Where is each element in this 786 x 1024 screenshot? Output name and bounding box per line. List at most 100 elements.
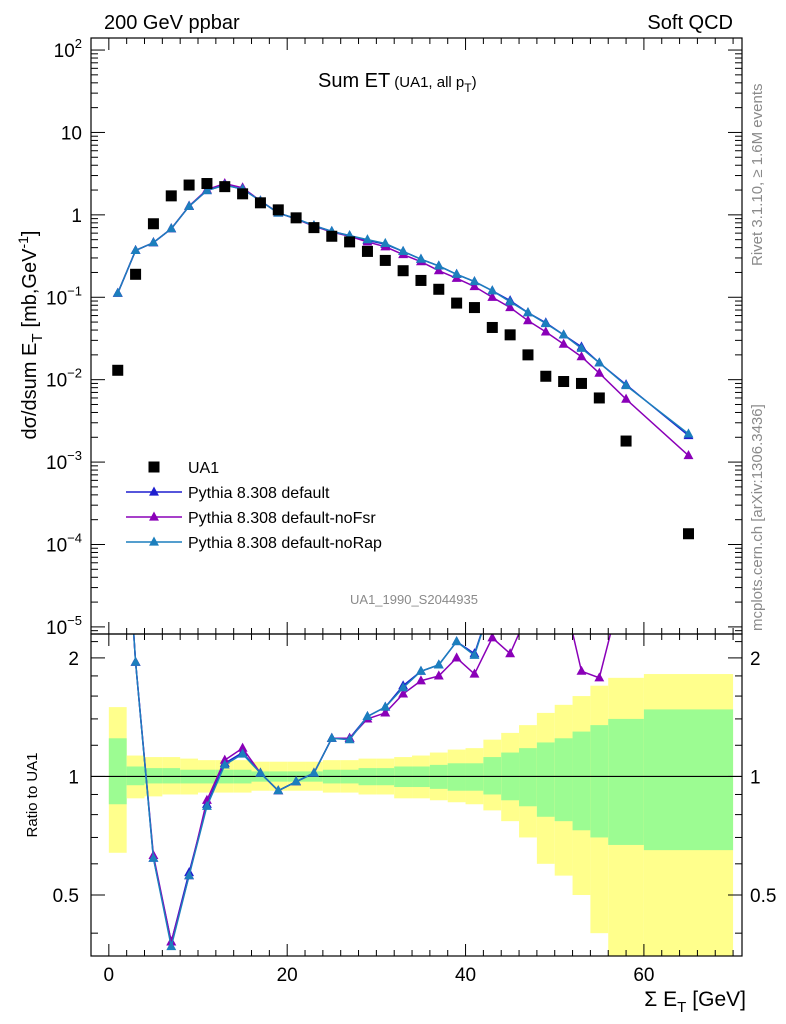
ratio-point <box>380 701 391 711</box>
data-point <box>558 376 570 388</box>
ratio-point <box>594 672 605 682</box>
ratio-tick-label-left: 0.5 <box>53 886 79 907</box>
legend-label: Pythia 8.308 default <box>188 485 330 502</box>
ratio-point <box>380 707 391 717</box>
stat-uncertainty-band <box>572 731 591 831</box>
series-point <box>469 276 480 286</box>
series-point <box>184 200 195 210</box>
ratio-tick-label-right: 2 <box>750 649 761 670</box>
side-text-top: Rivet 3.1.10, ≥ 1.6M events <box>749 84 766 267</box>
ratio-y-label: Ratio to UA1 <box>24 752 41 837</box>
side-text-bottom: mcplots.cern.ch [arXiv:1306.3436] <box>749 404 766 631</box>
data-point <box>237 188 249 200</box>
ratio-point <box>398 688 409 698</box>
ratio-tick-label-right: 1 <box>750 767 761 788</box>
data-point <box>451 297 463 309</box>
ratio-point <box>433 670 444 680</box>
legend-marker <box>149 486 159 496</box>
series-point <box>683 450 694 460</box>
series-point <box>451 268 462 278</box>
ratio-point <box>130 656 141 666</box>
data-point <box>682 528 694 540</box>
ratio-tick-label-right: 0.5 <box>750 886 776 907</box>
ratio-point <box>416 665 426 675</box>
y-tick-label: 10 <box>61 123 82 144</box>
ratio-line <box>132 634 483 947</box>
series-point <box>576 351 587 361</box>
data-point <box>326 230 338 242</box>
series-point <box>523 315 533 325</box>
ratio-point <box>237 748 248 758</box>
series-point <box>523 307 533 317</box>
legend-label-data: UA1 <box>188 460 219 477</box>
data-point <box>540 370 552 382</box>
series-point <box>505 296 516 306</box>
series-point <box>576 342 587 352</box>
ratio-point <box>469 649 480 659</box>
header-right: Soft QCD <box>647 12 733 34</box>
ratio-point <box>201 800 212 810</box>
y-tick-label: 10−1 <box>46 283 82 309</box>
data-point <box>112 364 124 376</box>
data-point <box>593 392 605 404</box>
ratio-point <box>219 754 230 764</box>
ratio-plot-frame <box>90 633 743 957</box>
x-tick-label: 0 <box>104 965 115 986</box>
series-point <box>558 329 569 339</box>
series-point <box>166 223 177 233</box>
data-point <box>219 181 231 193</box>
stat-uncertainty-band <box>144 768 163 784</box>
series-point <box>130 244 141 255</box>
series-point <box>398 245 409 255</box>
y-axis-label: dσ/dsum ET[mb,GeV-1] <box>15 231 46 440</box>
series-point <box>540 318 551 328</box>
analysis-tag: UA1_1990_S2044935 <box>350 592 478 607</box>
series-point <box>416 253 426 263</box>
data-point <box>379 254 391 266</box>
y-tick-label: 10−2 <box>46 366 82 392</box>
stat-uncertainty-band <box>554 738 573 822</box>
series-point <box>469 281 480 291</box>
ratio-point <box>184 870 195 880</box>
data-point <box>254 197 266 209</box>
stat-uncertainty-band <box>483 757 502 795</box>
data-point <box>468 302 480 314</box>
ratio-point <box>326 732 337 742</box>
x-axis-label: Σ ET [GeV] <box>644 988 746 1016</box>
ratio-point <box>469 668 480 678</box>
legend-marker <box>149 511 159 521</box>
y-tick-label: 102 <box>54 36 82 62</box>
ratio-point <box>576 665 587 675</box>
ratio-point <box>166 936 177 946</box>
y-tick-label: 10−5 <box>46 613 82 639</box>
ratio-point <box>237 742 248 752</box>
series-point <box>505 302 516 312</box>
series-point <box>433 265 444 275</box>
data-point <box>486 321 498 333</box>
data-point <box>620 435 632 447</box>
data-point <box>130 268 142 280</box>
data-point <box>290 212 302 224</box>
stat-uncertainty-band <box>162 768 181 784</box>
ratio-point <box>433 659 444 669</box>
ratio-point <box>344 734 355 744</box>
series-point <box>112 287 123 297</box>
stat-uncertainty-band <box>108 738 127 805</box>
legend-label: Pythia 8.308 default-noRap <box>188 535 382 552</box>
data-point <box>272 204 284 216</box>
legend-marker <box>149 536 159 546</box>
ratio-point <box>487 634 498 642</box>
legend-marker-data <box>148 461 160 473</box>
data-point <box>433 283 445 295</box>
data-point <box>344 236 356 248</box>
data-point <box>504 329 516 341</box>
series-point <box>201 185 212 195</box>
ratio-point <box>273 785 284 795</box>
y-tick-label: 10−3 <box>46 448 82 474</box>
series-point <box>362 234 373 244</box>
ratio-point <box>451 636 462 646</box>
ratio-point <box>308 767 319 777</box>
legend-label: Pythia 8.308 default-noFsr <box>188 510 376 527</box>
ratio-point <box>505 648 516 658</box>
data-point <box>183 179 195 191</box>
